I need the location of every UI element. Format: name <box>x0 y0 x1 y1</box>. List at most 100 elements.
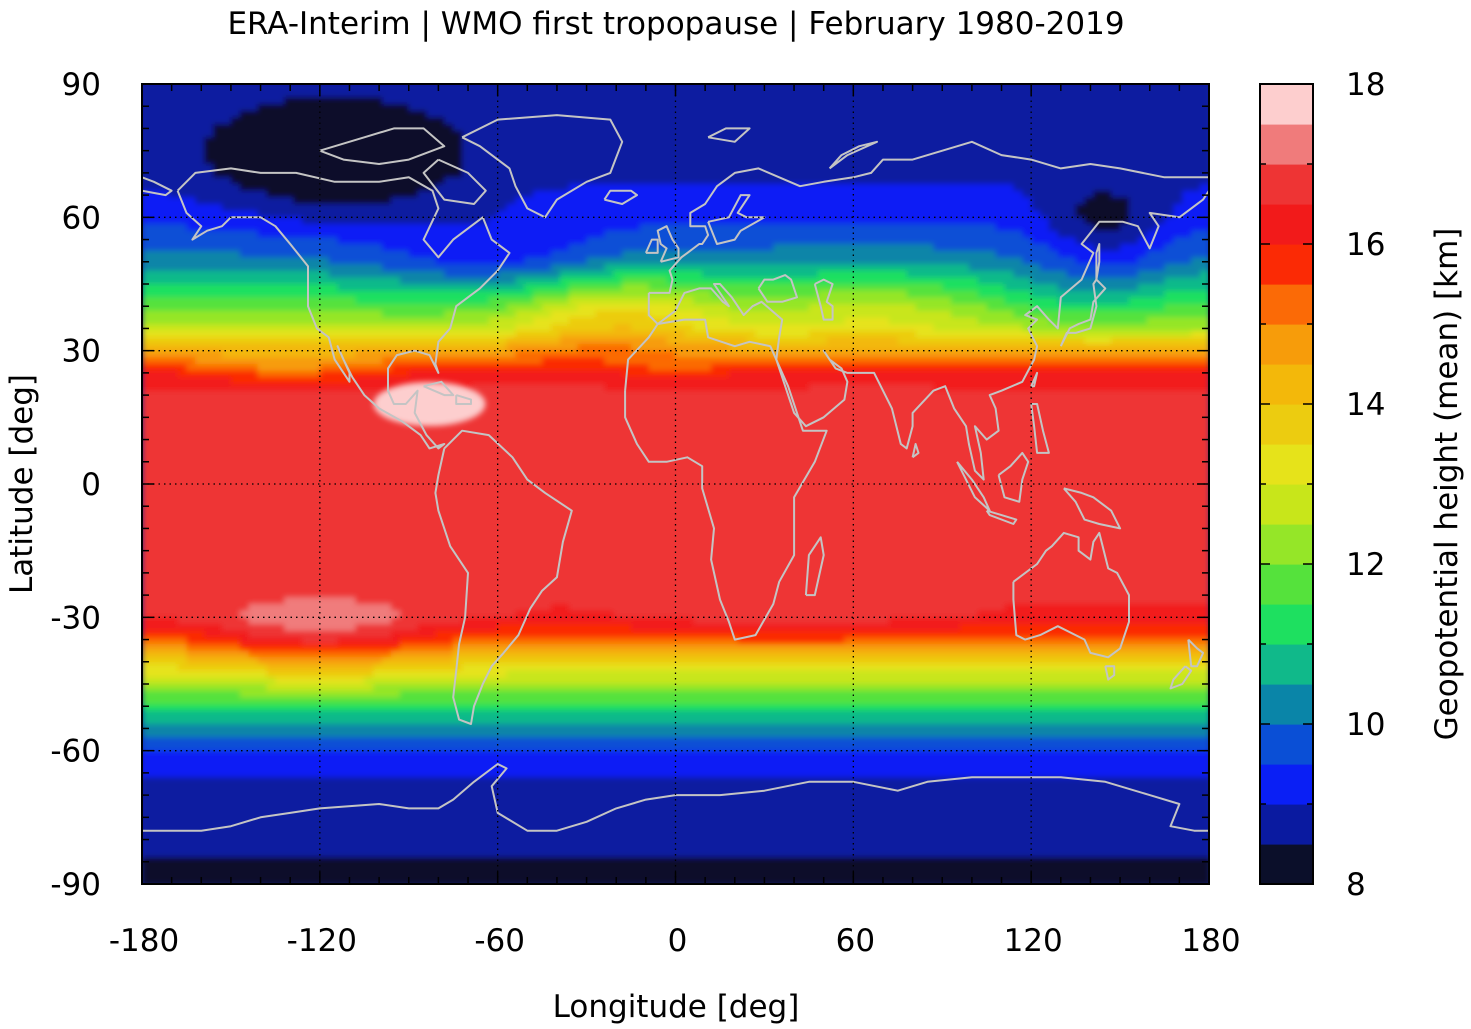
field-cell <box>266 684 375 692</box>
field-cell <box>142 604 250 612</box>
field-cell <box>373 664 464 672</box>
field-cell <box>728 317 846 325</box>
colorbar-swatch <box>1260 164 1313 205</box>
field-cell <box>1013 310 1209 319</box>
field-cell <box>142 437 1209 445</box>
coastline <box>142 763 1209 832</box>
coastline <box>624 318 828 641</box>
field-cell <box>1173 237 1209 245</box>
colorbar-swatch <box>1260 484 1313 525</box>
y-tick-label: 90 <box>62 67 101 103</box>
field-cell <box>222 204 508 212</box>
field-cell <box>1057 284 1139 292</box>
coastline <box>656 225 680 263</box>
field-cell <box>515 610 615 619</box>
field-cell <box>284 97 384 105</box>
field-cell <box>328 257 437 265</box>
field-cell <box>257 370 321 379</box>
coastline <box>757 274 798 303</box>
field-cell <box>142 150 206 159</box>
field-cell <box>524 257 588 265</box>
field-cell <box>239 610 401 619</box>
field-cell <box>142 290 535 299</box>
plot-area <box>142 84 1209 884</box>
field-cell <box>142 644 188 652</box>
field-cell <box>1057 250 1148 259</box>
field-cell <box>506 344 579 352</box>
field-cell <box>951 297 1006 305</box>
field-cell <box>693 324 935 332</box>
field-cell <box>284 624 357 632</box>
field-cell <box>1164 217 1209 225</box>
field-cell <box>1022 230 1059 239</box>
coastline <box>1187 638 1205 668</box>
field-cell <box>1111 190 1184 199</box>
y-tick-label: -90 <box>50 867 101 903</box>
field-cell <box>391 604 552 612</box>
field-cell <box>1075 257 1139 265</box>
coastline <box>647 190 1209 481</box>
field-cell <box>933 324 1024 332</box>
field-cell <box>506 204 1033 212</box>
field-cell <box>462 664 1209 672</box>
field-cell <box>995 224 1050 232</box>
field-cell <box>417 624 499 632</box>
field-cell <box>142 684 268 692</box>
field-cell <box>568 284 624 292</box>
field-cell <box>1146 317 1209 325</box>
field-cell <box>906 290 979 299</box>
field-cell <box>622 284 650 292</box>
field-cell <box>142 104 259 112</box>
field-cell <box>142 424 1209 432</box>
field-cell <box>1022 257 1077 265</box>
field-cell <box>142 237 339 245</box>
field-cell <box>142 744 1209 752</box>
field-cell <box>142 857 1209 865</box>
field-cell <box>1164 304 1209 312</box>
field-cell <box>1013 184 1202 192</box>
field-cell <box>444 310 517 319</box>
field-cell <box>897 337 1086 345</box>
field-cell <box>213 164 464 172</box>
field-cell <box>1129 204 1175 212</box>
field-cell <box>711 290 819 299</box>
field-cell <box>1111 337 1209 345</box>
field-cell <box>239 184 437 192</box>
field-cell <box>142 397 1209 405</box>
field-cell <box>319 364 392 372</box>
field-cell <box>1137 257 1193 265</box>
field-cell <box>142 637 188 645</box>
field-cell <box>142 110 241 119</box>
coastline <box>423 380 455 397</box>
field-cell <box>622 250 997 259</box>
field-cell <box>568 184 1015 192</box>
field-cell <box>551 310 597 319</box>
field-cell <box>559 270 615 279</box>
field-cell <box>533 190 1024 199</box>
x-tick-label: 60 <box>836 923 875 959</box>
colorbar-swatch <box>1260 524 1313 565</box>
field-cell <box>364 677 1209 685</box>
field-cell <box>506 670 1209 679</box>
field-cell <box>213 130 464 139</box>
field-cell <box>142 484 1209 492</box>
field-cell <box>435 257 526 265</box>
field-cell <box>142 370 179 379</box>
field-cell <box>444 117 1209 125</box>
field-cell <box>462 130 1209 139</box>
field-cell <box>213 170 464 179</box>
field-cell <box>142 577 1209 585</box>
field-cell <box>142 257 330 265</box>
field-cell <box>142 584 1209 592</box>
field-cell <box>204 157 464 165</box>
field-cell <box>1146 250 1209 259</box>
field-cell <box>142 690 241 699</box>
field-cell <box>497 624 633 632</box>
field-cell <box>142 510 1209 519</box>
field-cell <box>817 270 908 279</box>
field-cell <box>142 310 384 319</box>
coastline <box>985 509 1018 525</box>
field-cell <box>1004 297 1059 305</box>
field-cell <box>737 637 846 645</box>
x-tick-label: -180 <box>109 923 179 959</box>
